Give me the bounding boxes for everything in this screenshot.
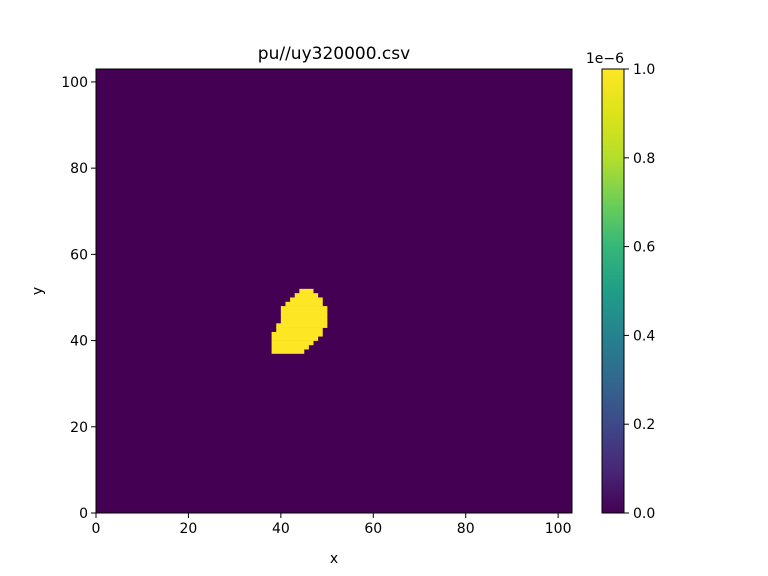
x-tick-label: 20 <box>180 521 198 537</box>
heatmap-cell-row <box>271 336 319 341</box>
heatmap-cell-row <box>280 314 328 320</box>
y-tick-label: 20 <box>70 420 88 436</box>
y-tick-label: 80 <box>70 161 88 177</box>
x-axis-label: x <box>330 551 338 567</box>
x-tick-label: 100 <box>545 521 572 537</box>
x-tick-label: 80 <box>457 521 475 537</box>
colorbar-ticks: 0.0 0.2 0.4 0.6 0.8 1.0 <box>624 62 655 522</box>
heatmap-cell-row <box>280 319 328 324</box>
x-axis-ticks: 0 20 40 60 80 100 <box>92 513 572 537</box>
heatmap-plot-area <box>95 68 573 514</box>
heatmap-cell-row <box>276 323 328 328</box>
colorbar-tick-label: 0.6 <box>633 240 655 256</box>
heatmap-cell-row <box>280 306 328 311</box>
x-tick-label: 60 <box>364 521 382 537</box>
heatmap-cell-row <box>271 349 305 354</box>
heatmap-cell-row <box>294 293 319 298</box>
y-axis-ticks: 0 20 40 60 80 100 <box>61 75 96 522</box>
plot-frame <box>95 68 573 514</box>
heatmap-cell-row <box>280 310 328 316</box>
colorbar-tick-label: 0.8 <box>633 151 655 167</box>
colorbar-gradient <box>601 68 625 514</box>
colorbar-tick-label: 0.0 <box>633 506 655 522</box>
heatmap-cell-row <box>290 297 323 303</box>
colorbar: 0.0 0.2 0.4 0.6 0.8 1.0 1e−6 <box>586 51 656 522</box>
colorbar-tick-label: 1.0 <box>633 62 655 78</box>
chart-title: pu//uy320000.csv <box>258 44 410 64</box>
colorbar-tick-label: 0.2 <box>633 417 655 433</box>
y-tick-label: 0 <box>79 506 88 522</box>
heatmap-cell-row <box>271 340 314 346</box>
y-tick-label: 100 <box>61 75 88 91</box>
heatmap-cell-row <box>271 331 323 337</box>
colorbar-tick-label: 0.4 <box>633 328 655 344</box>
heatmap-blob <box>271 288 328 354</box>
y-tick-label: 60 <box>70 247 88 263</box>
y-tick-label: 40 <box>70 334 88 350</box>
heatmap-background <box>96 69 572 513</box>
x-tick-label: 40 <box>272 521 290 537</box>
heatmap-cell-row <box>299 288 314 294</box>
heatmap-cell-row <box>271 344 309 350</box>
x-tick-label: 0 <box>92 521 101 537</box>
heatmap-cell-row <box>285 301 323 307</box>
y-axis-label: y <box>30 287 46 295</box>
colorbar-offset-label: 1e−6 <box>586 51 624 67</box>
heatmap-cell-row <box>276 327 323 333</box>
